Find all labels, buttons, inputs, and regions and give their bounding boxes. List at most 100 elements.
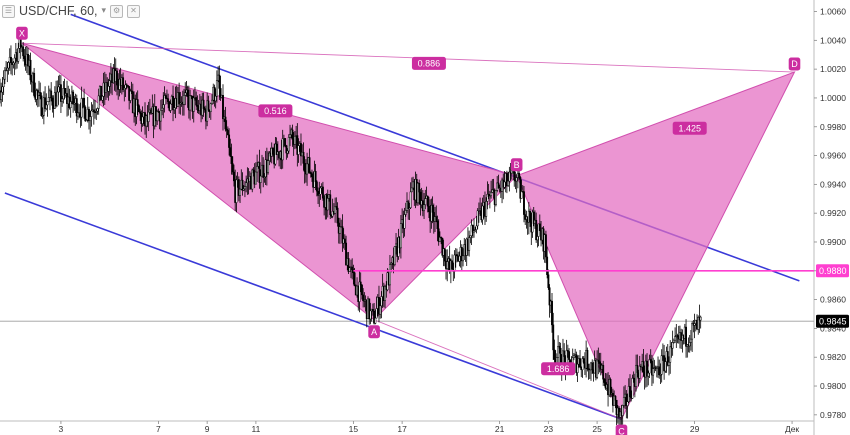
candle-body — [477, 210, 480, 212]
candle-body — [196, 104, 199, 107]
candle-body — [622, 397, 625, 406]
candle-body — [674, 336, 677, 341]
candle-body — [331, 211, 334, 217]
candle-body — [286, 150, 289, 154]
candle-body — [547, 274, 550, 288]
candle-body — [92, 109, 95, 113]
candle-body — [267, 160, 270, 173]
level-price-tag-text: 0.9880 — [819, 266, 847, 276]
chevron-down-icon[interactable]: ▾ — [101, 6, 107, 16]
candle-body — [334, 206, 337, 214]
settings-square-icon[interactable]: ⚙ — [110, 4, 124, 18]
candle-body — [473, 230, 475, 233]
candle-body — [254, 171, 257, 185]
candle-body — [519, 177, 522, 199]
candle-body — [311, 173, 313, 178]
candle-body — [495, 190, 497, 205]
candle-body — [251, 169, 254, 190]
candle-body — [362, 294, 365, 301]
candle-body — [648, 359, 651, 374]
candle-body — [647, 372, 650, 377]
candle-body — [88, 108, 90, 122]
candle-body — [515, 177, 518, 182]
point-label-a-bg — [368, 325, 380, 339]
candle-body — [410, 187, 413, 193]
candle-body — [219, 88, 222, 98]
candle-body — [44, 97, 47, 109]
candle-body — [141, 116, 144, 124]
candle-body — [490, 192, 493, 196]
candle-body — [225, 128, 228, 131]
time-axis[interactable]: 3 7 9 11 15 17 21 23 25 29 Дек — [59, 421, 800, 434]
candle-body — [693, 323, 696, 326]
candle-body — [636, 364, 639, 373]
candle-body — [409, 191, 412, 208]
candle-body — [341, 226, 344, 244]
ratio-label-0-886-bg — [411, 56, 446, 70]
candle-body — [399, 223, 402, 249]
candle-body — [672, 339, 675, 343]
candle-body — [239, 188, 242, 196]
candle-body — [435, 216, 438, 222]
candle-body — [262, 164, 265, 178]
candle-body — [268, 152, 271, 161]
candle-body — [245, 182, 248, 187]
candle-body — [351, 266, 354, 271]
candle-body — [371, 309, 374, 312]
candle-body — [230, 156, 233, 164]
candle-body — [83, 97, 86, 108]
candle-body — [664, 361, 667, 372]
candle-body — [582, 358, 585, 363]
hamburger-icon[interactable]: ☰ — [2, 4, 15, 18]
candle-body — [347, 258, 350, 272]
x-tick-label: 29 — [690, 424, 700, 434]
candle-body — [491, 189, 494, 193]
candle-body — [89, 116, 92, 122]
candle-body — [339, 226, 341, 234]
point-label-c-text: C — [618, 426, 625, 435]
candle-body — [566, 350, 569, 352]
candle-body — [614, 395, 617, 401]
candle-body — [423, 204, 426, 212]
symbol-title[interactable]: USD/CHF, 60, — [19, 4, 98, 18]
candle-body — [202, 99, 205, 109]
candle-body — [424, 198, 427, 206]
candle-body — [390, 262, 393, 265]
pattern-xd-line — [21, 42, 795, 73]
candle-body — [348, 267, 351, 272]
candle-body — [676, 335, 679, 338]
candle-body — [319, 187, 322, 195]
candle-body — [474, 229, 477, 232]
candle-body — [5, 69, 8, 72]
candle-body — [652, 368, 655, 376]
candle-body — [108, 80, 111, 87]
candle-body — [33, 72, 36, 96]
candle-body — [507, 180, 510, 186]
ratio-label-1-686-text: 1.686 — [547, 364, 570, 374]
candle-body — [575, 354, 578, 373]
candle-body — [317, 190, 319, 196]
candle-body — [441, 237, 444, 256]
candle-body — [666, 351, 669, 366]
candle-body — [314, 171, 317, 183]
candle-body — [243, 186, 246, 190]
candle-body — [485, 201, 488, 217]
y-tick-label: 1.0020 — [820, 64, 846, 74]
grid — [0, 0, 815, 435]
candle-body — [635, 364, 638, 387]
pattern-ac-line — [373, 319, 622, 420]
candle-body — [586, 349, 589, 370]
candle-body — [669, 346, 672, 363]
close-square-icon[interactable]: ✕ — [127, 4, 141, 18]
candle-body — [59, 84, 62, 102]
candle-body — [609, 379, 612, 395]
price-axis[interactable]: 1.0060 1.0040 1.0020 1.0000 0.9980 0.9960 0.99… — [814, 7, 849, 420]
candle-body — [47, 97, 50, 102]
y-tick-label: 0.9860 — [820, 295, 846, 305]
candle-body — [100, 85, 103, 101]
candle-body — [373, 310, 376, 324]
candle-body — [360, 284, 363, 296]
candle-body — [10, 56, 12, 63]
pattern-triangle-xab — [21, 42, 518, 321]
